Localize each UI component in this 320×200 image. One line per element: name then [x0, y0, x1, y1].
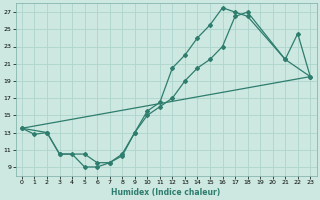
X-axis label: Humidex (Indice chaleur): Humidex (Indice chaleur) — [111, 188, 221, 197]
